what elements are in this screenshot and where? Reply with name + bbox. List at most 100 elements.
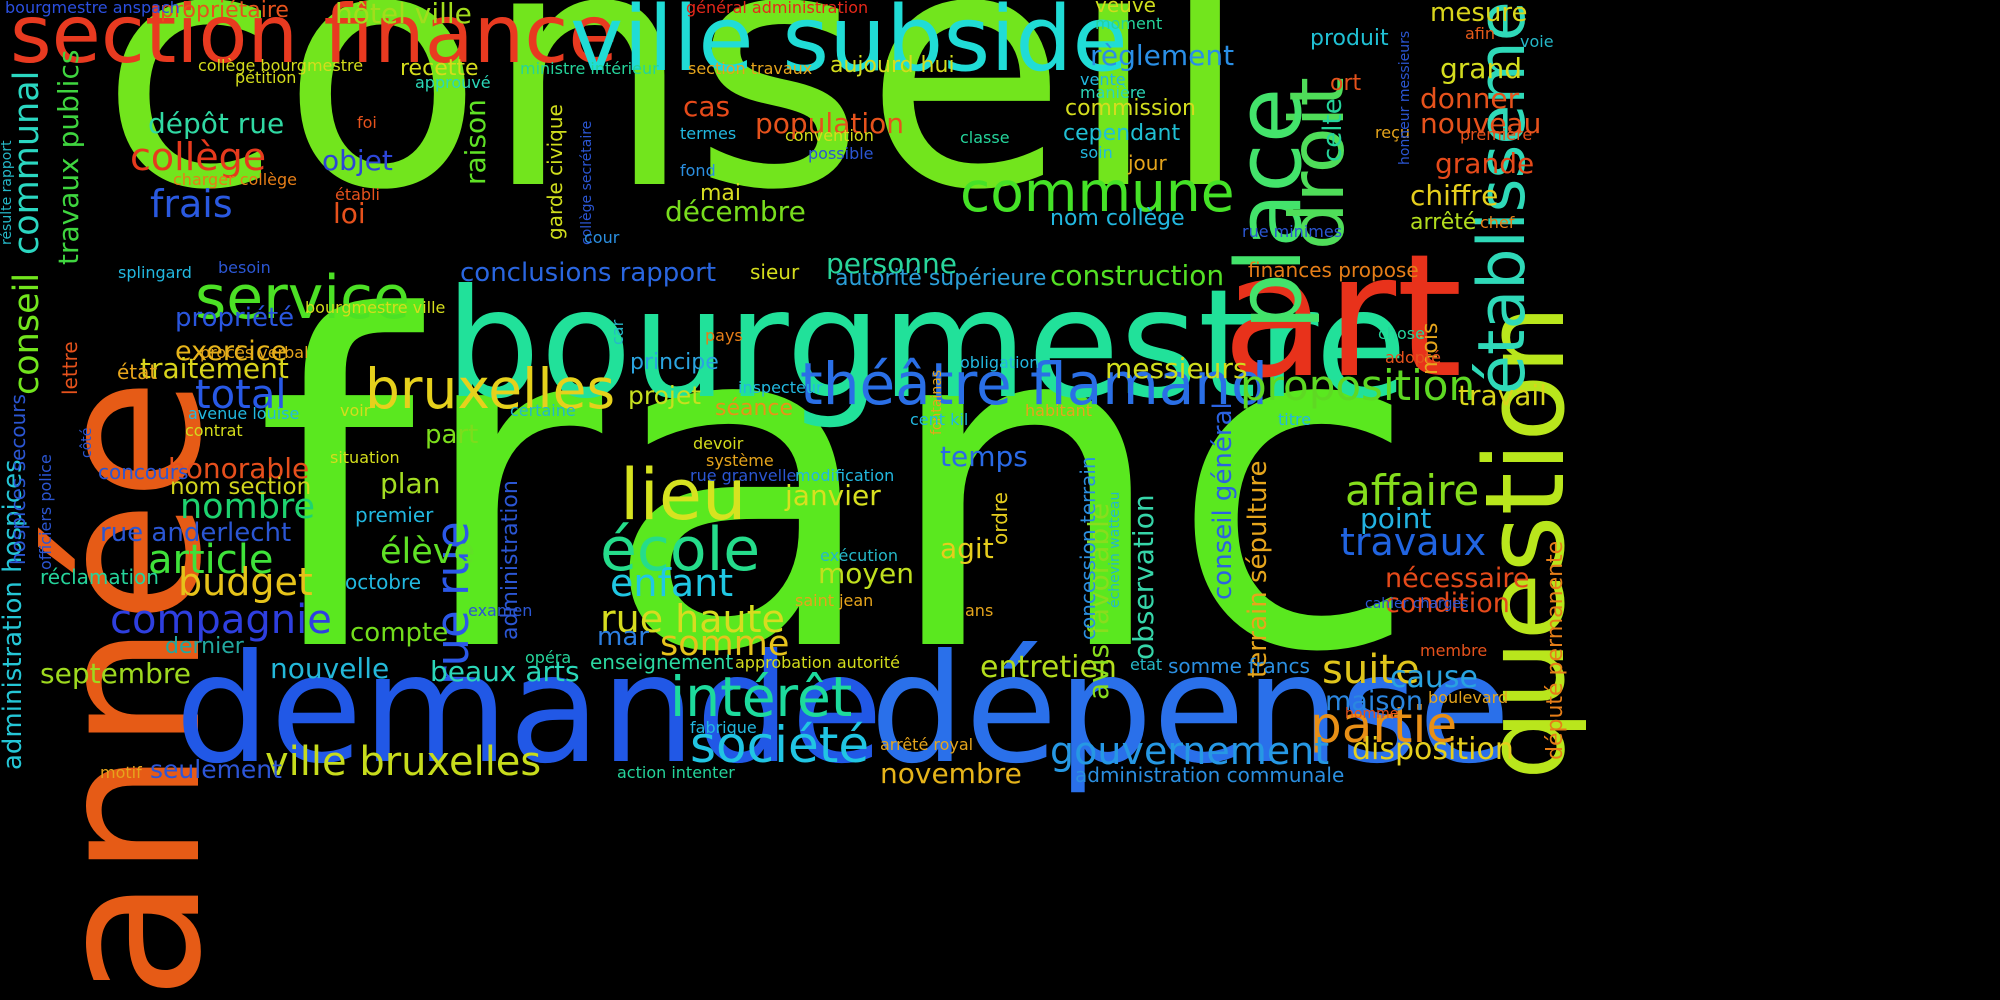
word-devoir: devoir	[693, 434, 744, 453]
word-travaux-publics: travaux publics	[52, 49, 85, 265]
word-chiffre: chiffre	[1410, 179, 1499, 212]
word-proprietaire: propriétaire	[160, 0, 289, 23]
word-cahier-charges: cahier charges	[1365, 596, 1469, 612]
word-point: point	[1360, 502, 1432, 535]
word-cour: cour	[584, 228, 620, 247]
word-proposition: proposition	[1240, 361, 1476, 410]
word-voie: voie	[1520, 32, 1554, 51]
word-suite: suite	[1322, 647, 1420, 693]
word-section-travaux: section travaux	[688, 59, 813, 78]
word-foi: foi	[357, 113, 377, 132]
word-septembre: septembre	[40, 657, 191, 690]
word-inspecteur: inspecteur	[738, 378, 823, 397]
word-examen: examen	[468, 601, 533, 620]
word-beaux-arts: beaux arts	[430, 655, 580, 688]
word-loi: loi	[333, 197, 366, 230]
word-boulevard: boulevard	[1428, 688, 1509, 707]
word-interet: intérêt	[670, 665, 853, 729]
word-octobre: octobre	[345, 570, 422, 594]
word-approbation-autorite: approbation autorité	[735, 653, 900, 672]
word-conclusions-rapport: conclusions rapport	[460, 258, 717, 288]
word-fabrique: fabrique	[690, 718, 757, 737]
word-travail: travail	[1458, 379, 1547, 412]
word-projet: projet	[628, 381, 702, 410]
word-travaux: travaux	[1340, 520, 1487, 564]
word-conseil-2: conseil	[7, 272, 47, 395]
word-section-finance: section finance	[10, 0, 618, 81]
word-conseil: conseil	[100, 0, 1251, 262]
word-propriete: propriété	[175, 303, 295, 333]
word-etat: état	[117, 360, 158, 384]
word-terrain-sepulture: terrain sépulture	[1243, 460, 1273, 678]
word-titre: titre	[1278, 410, 1312, 429]
word-rue-minimes: rue minimes	[1242, 222, 1343, 241]
word-honorable: honorable	[168, 452, 310, 485]
word-habitant: habitant	[1025, 401, 1093, 420]
word-nouveau: nouveau	[1420, 107, 1542, 140]
word-demande: demande	[175, 623, 884, 797]
word-cause: cause	[1390, 660, 1478, 695]
word-chef: chef	[1480, 213, 1515, 232]
word-objet: objet	[322, 144, 393, 177]
word-plan: plan	[380, 467, 441, 500]
word-nom-college: nom collège	[1050, 206, 1185, 231]
word-autorite-superieure: autorité supérieure	[835, 266, 1047, 291]
word-ordre: ordre	[988, 492, 1012, 545]
word-service: service	[195, 263, 410, 333]
word-celte: celte	[1318, 98, 1348, 162]
word-bourgmestre: bourgmestre	[445, 258, 1408, 432]
word-cas: cas	[683, 90, 731, 123]
word-janvier: janvier	[785, 479, 881, 512]
word-affaire: affaire	[1345, 466, 1480, 515]
word-communal: communal	[7, 70, 47, 255]
word-maniere: manière	[1080, 83, 1146, 102]
word-mesure: mesure	[1430, 0, 1528, 28]
word-ville-subside: ville subside	[570, 0, 1128, 92]
word-enfant: enfant	[610, 561, 734, 605]
word-mai: mai	[700, 181, 742, 206]
word-honneur-messieurs: honneur messieurs	[1397, 30, 1413, 165]
word-jour: jour	[1128, 151, 1167, 175]
word-aujourd-hui: aujourd hui	[830, 53, 955, 78]
word-approuve: approuvé	[415, 73, 491, 92]
word-compte: compte	[350, 618, 449, 648]
word-novembre: novembre	[880, 757, 1022, 790]
word-rue-anderlecht: rue anderlecht	[100, 518, 292, 548]
word-ecole: école	[600, 515, 761, 585]
word-grande: grande	[1435, 147, 1535, 180]
word-necessaire: nécessaire	[1385, 563, 1530, 594]
word-reglement: règlement	[1090, 39, 1235, 72]
word-classe: classe	[960, 128, 1010, 147]
word-entretien: entretien	[980, 650, 1117, 685]
word-college: collège	[130, 135, 267, 179]
word-depot-rue: dépôt rue	[148, 107, 285, 140]
word-adopte: adopté	[1385, 348, 1442, 367]
word-college-secretaire: collège secrétaire	[579, 120, 595, 245]
word-decembre: décembre	[665, 195, 806, 228]
word-art: art	[1222, 218, 1463, 416]
word-depute-permanente: député permanente	[1543, 540, 1568, 760]
word-voir: voir	[340, 401, 371, 420]
word-cote: côté	[79, 427, 95, 458]
word-splingard: splingard	[118, 263, 192, 282]
word-possible: possible	[808, 144, 874, 163]
word-concession-terrain: concession terrain	[1076, 456, 1100, 640]
word-hospices-secours: hospices secours	[6, 394, 30, 565]
word-nombre: nombre	[180, 487, 316, 527]
word-theatre-flamand: théâtre flamand	[800, 350, 1268, 418]
word-proces-verbal: procès verbal	[200, 343, 309, 362]
word-besoin: besoin	[218, 258, 271, 277]
word-moment: moment	[1095, 14, 1163, 33]
word-obligation: obligation	[960, 353, 1040, 372]
word-termes: termes	[680, 124, 737, 143]
word-principe: principe	[630, 350, 719, 375]
word-condition: condition	[1385, 588, 1510, 619]
word-premiere: première	[1460, 125, 1533, 144]
word-commune: commune	[960, 160, 1235, 224]
word-recu: reçu	[1375, 123, 1411, 142]
word-systeme: système	[706, 451, 774, 470]
word-rue-haute: rue haute	[600, 597, 785, 641]
word-article: article	[148, 537, 274, 583]
word-part: part	[425, 420, 479, 450]
